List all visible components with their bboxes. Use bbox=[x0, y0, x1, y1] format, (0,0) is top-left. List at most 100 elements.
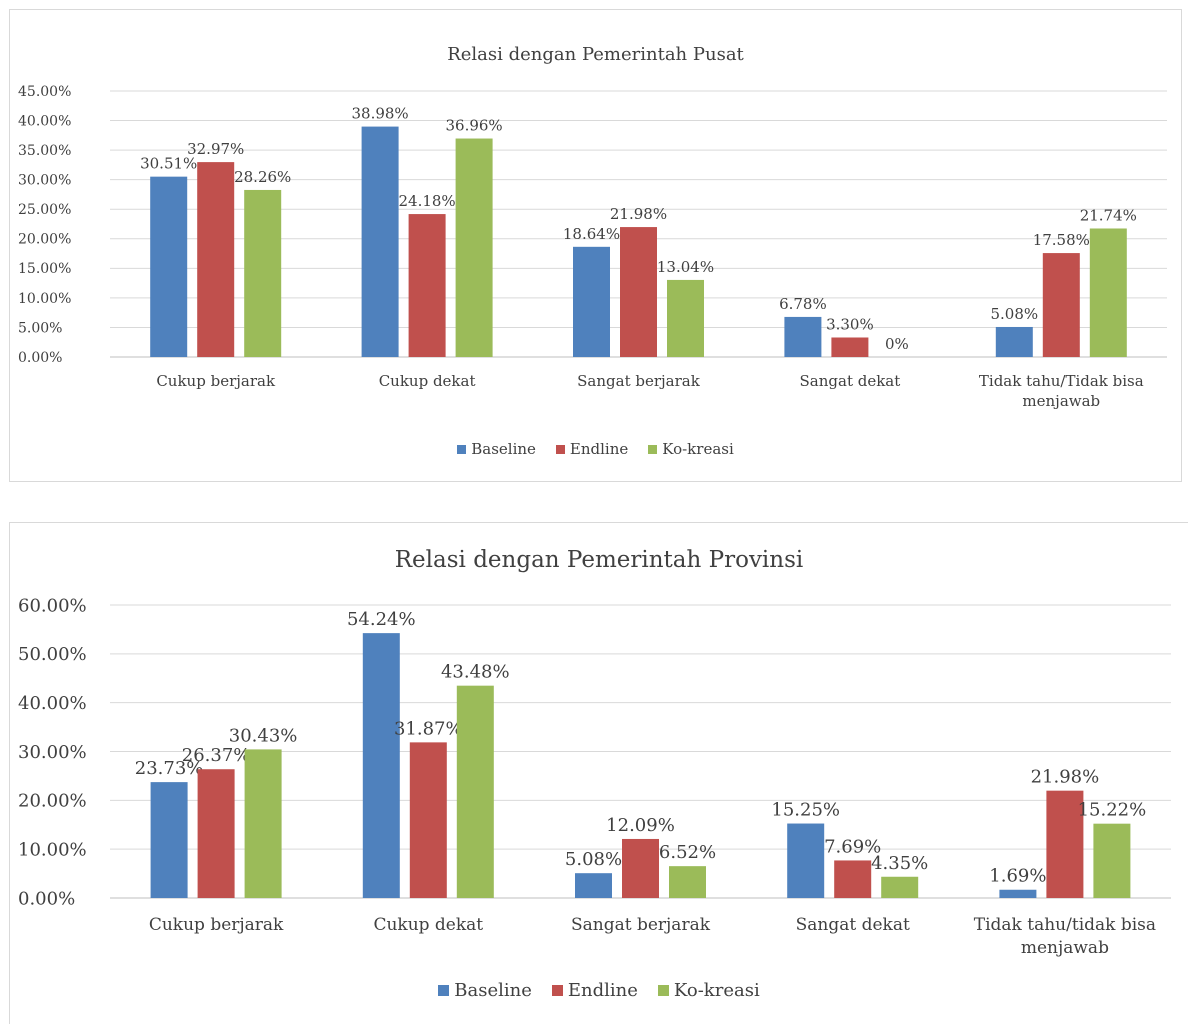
bar bbox=[244, 189, 282, 357]
legend-item-ko-kreasi: Ko-kreasi bbox=[648, 440, 734, 458]
data-label: 6.78% bbox=[779, 295, 827, 313]
y-tick-label: 40.00% bbox=[18, 113, 71, 129]
bar bbox=[620, 227, 657, 357]
legend-swatch-baseline bbox=[438, 985, 450, 996]
bar bbox=[881, 876, 919, 898]
y-tick-label: 45.00% bbox=[18, 84, 71, 100]
bar-chart-svg: 0.00% 5.00% 10.00% 15.00% 20.00% 25.00% 30.00%… bbox=[18, 84, 1167, 410]
legend-swatch-ko-kreasi bbox=[648, 444, 658, 454]
data-label: 4.35% bbox=[871, 853, 928, 874]
legend-swatch-baseline bbox=[457, 444, 467, 454]
data-label: 30.43% bbox=[229, 725, 298, 746]
data-label: 26.37% bbox=[182, 745, 251, 766]
data-label: 15.22% bbox=[1078, 800, 1147, 821]
chart-pemerintah-provinsi: Relasi dengan Pemerintah Provinsi 0.00% 1… bbox=[9, 522, 1188, 1024]
data-label: 21.98% bbox=[1031, 767, 1100, 788]
bar bbox=[1093, 823, 1131, 898]
bar bbox=[622, 838, 659, 898]
bar bbox=[831, 337, 869, 357]
y-tick-label: 0.00% bbox=[18, 350, 62, 366]
data-label: 21.98% bbox=[610, 205, 667, 223]
data-label: 54.24% bbox=[347, 609, 416, 630]
bar bbox=[573, 246, 610, 357]
bar bbox=[197, 769, 235, 898]
chart-title: Relasi dengan Pemerintah Pusat bbox=[447, 44, 744, 65]
x-tick-label: Cukup berjarak bbox=[156, 372, 276, 390]
data-label: 18.64% bbox=[563, 225, 620, 243]
legend-label: Baseline bbox=[471, 440, 536, 458]
data-label: 38.98% bbox=[351, 105, 408, 123]
legend-item-endline: Endline bbox=[551, 980, 638, 1001]
legend-label: Endline bbox=[567, 980, 638, 1001]
bar bbox=[669, 866, 706, 898]
y-tick-label: 5.00% bbox=[18, 320, 62, 336]
x-tick-label: Cukup dekat bbox=[379, 372, 476, 390]
bar bbox=[1089, 228, 1127, 357]
y-tick-label: 0.00% bbox=[18, 888, 75, 909]
legend-label: Baseline bbox=[454, 980, 532, 1001]
legend-item-baseline: Baseline bbox=[457, 440, 536, 458]
bar bbox=[197, 162, 235, 357]
data-label: 6.52% bbox=[659, 842, 716, 863]
bar bbox=[1042, 253, 1080, 357]
data-label: 13.04% bbox=[657, 258, 714, 276]
bar bbox=[408, 214, 446, 357]
bar bbox=[575, 873, 612, 898]
bar bbox=[455, 138, 493, 357]
bar bbox=[999, 889, 1037, 898]
bar bbox=[361, 126, 399, 357]
x-tick-label: menjawab bbox=[1021, 938, 1109, 958]
legend-item-endline: Endline bbox=[555, 440, 629, 458]
legend-label: Ko-kreasi bbox=[673, 980, 760, 1001]
y-tick-label: 30.00% bbox=[18, 742, 87, 763]
data-label: 32.97% bbox=[187, 140, 244, 158]
bar bbox=[150, 782, 188, 898]
legend-label: Ko-kreasi bbox=[662, 440, 734, 458]
y-tick-label: 60.00% bbox=[18, 595, 87, 616]
legend-label: Endline bbox=[569, 440, 629, 458]
data-label: 23.73% bbox=[135, 758, 204, 779]
y-tick-label: 40.00% bbox=[18, 693, 87, 714]
y-tick-label: 20.00% bbox=[18, 232, 71, 248]
x-tick-label: Cukup dekat bbox=[373, 915, 483, 935]
bar bbox=[1046, 790, 1084, 898]
bar-chart-svg: 0.00% 10.00% 20.00% 30.00% 40.00% 50.00% 60.00… bbox=[18, 595, 1171, 958]
x-tick-label: Cukup berjarak bbox=[149, 915, 284, 935]
legend: Baseline Endline Ko-kreasi bbox=[10, 440, 1181, 458]
y-tick-label: 35.00% bbox=[18, 143, 71, 159]
bar bbox=[362, 633, 400, 898]
data-label: 12.09% bbox=[606, 815, 675, 836]
data-label: 1.69% bbox=[989, 866, 1046, 887]
bar bbox=[995, 326, 1033, 357]
y-tick-label: 50.00% bbox=[18, 644, 87, 665]
chart-title: Relasi dengan Pemerintah Provinsi bbox=[394, 547, 804, 573]
bar bbox=[667, 279, 704, 357]
data-label: 31.87% bbox=[394, 718, 463, 739]
data-label: 15.25% bbox=[771, 800, 840, 821]
bar bbox=[456, 685, 494, 898]
x-tick-label: Tidak tahu/Tidak bisa bbox=[979, 372, 1144, 390]
legend-swatch-ko-kreasi bbox=[657, 985, 669, 996]
x-tick-label: Tidak tahu/tidak bisa bbox=[974, 915, 1156, 935]
y-tick-label: 30.00% bbox=[18, 173, 71, 189]
data-label: 24.18% bbox=[398, 192, 455, 210]
bar bbox=[834, 860, 872, 898]
bar bbox=[244, 749, 282, 898]
chart-pemerintah-pusat: Relasi dengan Pemerintah Pusat 0.00% 5.00… bbox=[9, 9, 1182, 482]
x-tick-label: Sangat berjarak bbox=[577, 372, 701, 390]
legend-item-baseline: Baseline bbox=[438, 980, 532, 1001]
y-tick-label: 20.00% bbox=[18, 791, 87, 812]
y-tick-label: 10.00% bbox=[18, 291, 71, 307]
data-label: 5.08% bbox=[990, 305, 1038, 323]
data-label: 30.51% bbox=[140, 155, 197, 173]
bar bbox=[787, 823, 825, 898]
x-tick-label: Sangat dekat bbox=[800, 372, 901, 390]
bar bbox=[409, 742, 447, 898]
data-label: 5.08% bbox=[565, 849, 622, 870]
data-label: 3.30% bbox=[826, 315, 874, 333]
x-tick-label: Sangat berjarak bbox=[571, 915, 711, 935]
data-label: 17.58% bbox=[1033, 231, 1090, 249]
data-label: 28.26% bbox=[234, 168, 291, 186]
y-tick-label: 15.00% bbox=[18, 261, 71, 277]
data-label: 21.74% bbox=[1080, 206, 1137, 224]
